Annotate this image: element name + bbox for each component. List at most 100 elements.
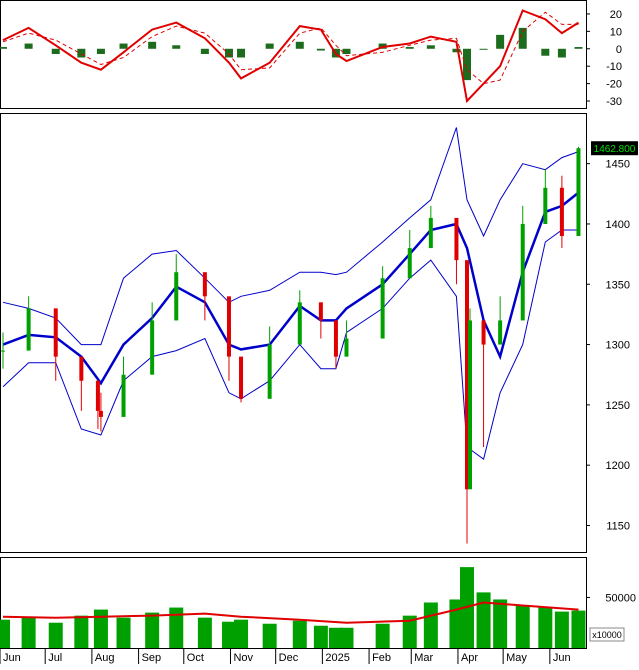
month-label: Dec (279, 652, 299, 664)
macd-histogram-bar (462, 48, 471, 81)
macd-histogram-bar (557, 48, 566, 58)
month-label: Feb (372, 652, 391, 664)
macd-histogram-bar (224, 48, 233, 58)
macd-tick-label: -30 (606, 96, 622, 108)
candle-body (576, 148, 581, 237)
month-label: 2025 (325, 652, 349, 664)
macd-histogram-bar (316, 48, 325, 51)
volume-tick-label: 50000 (605, 592, 636, 604)
macd-line (2, 9, 580, 104)
macd-histogram-bar (342, 48, 351, 54)
bollinger-upper-band (2, 127, 579, 346)
volume-bar (48, 622, 63, 648)
candle-body (407, 248, 412, 279)
candle-body (559, 187, 564, 237)
volume-bar (538, 607, 553, 648)
moving-average-line (2, 191, 580, 386)
macd-histogram-bar (237, 48, 246, 58)
price-tick-label: 1300 (606, 340, 630, 352)
volume-bar (313, 625, 328, 648)
macd-histogram-bar (405, 47, 414, 49)
month-label: Aug (95, 652, 115, 664)
candle-body (333, 320, 338, 357)
month-label: Nov (233, 652, 253, 664)
macd-tick-label: -20 (606, 79, 622, 91)
price-tick-label: 1150 (606, 520, 630, 532)
price-tick-label: 1450 (606, 159, 630, 171)
candle-body (428, 217, 433, 249)
candle-body (53, 308, 58, 357)
last-price-box (591, 141, 638, 156)
candle-body (464, 260, 469, 490)
macd-histogram-bar (265, 43, 274, 49)
candle-body (226, 296, 231, 357)
volume-bar (402, 615, 417, 648)
volume-bar (292, 620, 307, 648)
macd-histogram-bar (148, 41, 157, 49)
macd-signal-line (2, 11, 579, 85)
volume-unit-box (589, 627, 625, 642)
candle-body (543, 187, 548, 224)
candle-body (98, 410, 103, 417)
volume-bar (74, 615, 89, 648)
volume-bar (21, 617, 36, 648)
candle-body (297, 302, 302, 345)
month-label: Jun (3, 652, 21, 664)
volume-bar (554, 611, 569, 648)
volume-bar (423, 602, 438, 648)
candle-body (95, 380, 100, 411)
macd-histogram-bar (51, 48, 60, 54)
macd-histogram-bar (119, 43, 128, 49)
candle-body (26, 308, 31, 351)
macd-histogram-bar (172, 45, 181, 49)
candle-body (239, 356, 244, 399)
candle-body (380, 278, 385, 339)
month-label: Oct (187, 652, 204, 664)
volume-bar (116, 617, 131, 648)
volume-bar (515, 605, 530, 648)
candle-body (318, 302, 323, 321)
volume-average-line (2, 601, 579, 624)
panel-frame-macd (0, 0, 587, 109)
month-label: Jul (48, 652, 62, 664)
volume-bar (571, 610, 586, 648)
volume-unit-label: x10000 (592, 630, 622, 640)
volume-bar (375, 623, 390, 648)
volume-bar (145, 612, 160, 648)
price-tick-label: 1400 (606, 219, 630, 231)
candle-body (481, 320, 486, 345)
macd-histogram-bar (496, 34, 505, 49)
bollinger-lower-band (2, 229, 579, 460)
macd-histogram-bar (426, 45, 435, 49)
volume-bar (262, 623, 277, 648)
candle-body (344, 338, 349, 357)
candle-body (174, 272, 179, 321)
volume-bar (197, 617, 212, 648)
last-price-label: 1462.800 (594, 144, 636, 155)
volume-bar (339, 627, 354, 648)
macd-histogram-bar (0, 47, 8, 49)
macd-histogram-bar (200, 48, 209, 54)
macd-histogram-bar (479, 48, 488, 50)
macd-tick-label: -10 (606, 61, 622, 73)
macd-tick-label: 10 (610, 26, 622, 38)
price-tick-label: 1200 (606, 460, 630, 472)
candle-body (468, 320, 473, 490)
candle-body (202, 272, 207, 297)
month-label: Apr (461, 652, 478, 664)
volume-bar (221, 621, 236, 648)
candle-body (267, 344, 272, 399)
month-label: Sep (142, 652, 162, 664)
volume-bar (234, 619, 249, 648)
volume-bar (476, 592, 491, 648)
volume-bar (93, 609, 108, 648)
candle-body (520, 223, 525, 321)
month-label: Mar (414, 652, 433, 664)
volume-bar (328, 627, 343, 648)
macd-tick-label: 20 (610, 9, 622, 21)
price-tick-label: 1250 (606, 400, 630, 412)
candle-body (121, 374, 126, 417)
macd-histogram-bar (77, 48, 86, 58)
candle-body (79, 356, 84, 381)
